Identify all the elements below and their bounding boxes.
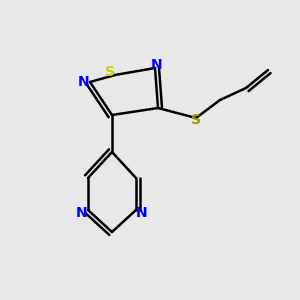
Text: S: S xyxy=(105,65,115,79)
Text: N: N xyxy=(136,206,148,220)
Text: N: N xyxy=(151,58,163,72)
Text: S: S xyxy=(191,113,201,127)
Text: N: N xyxy=(76,206,88,220)
Text: N: N xyxy=(78,75,90,89)
